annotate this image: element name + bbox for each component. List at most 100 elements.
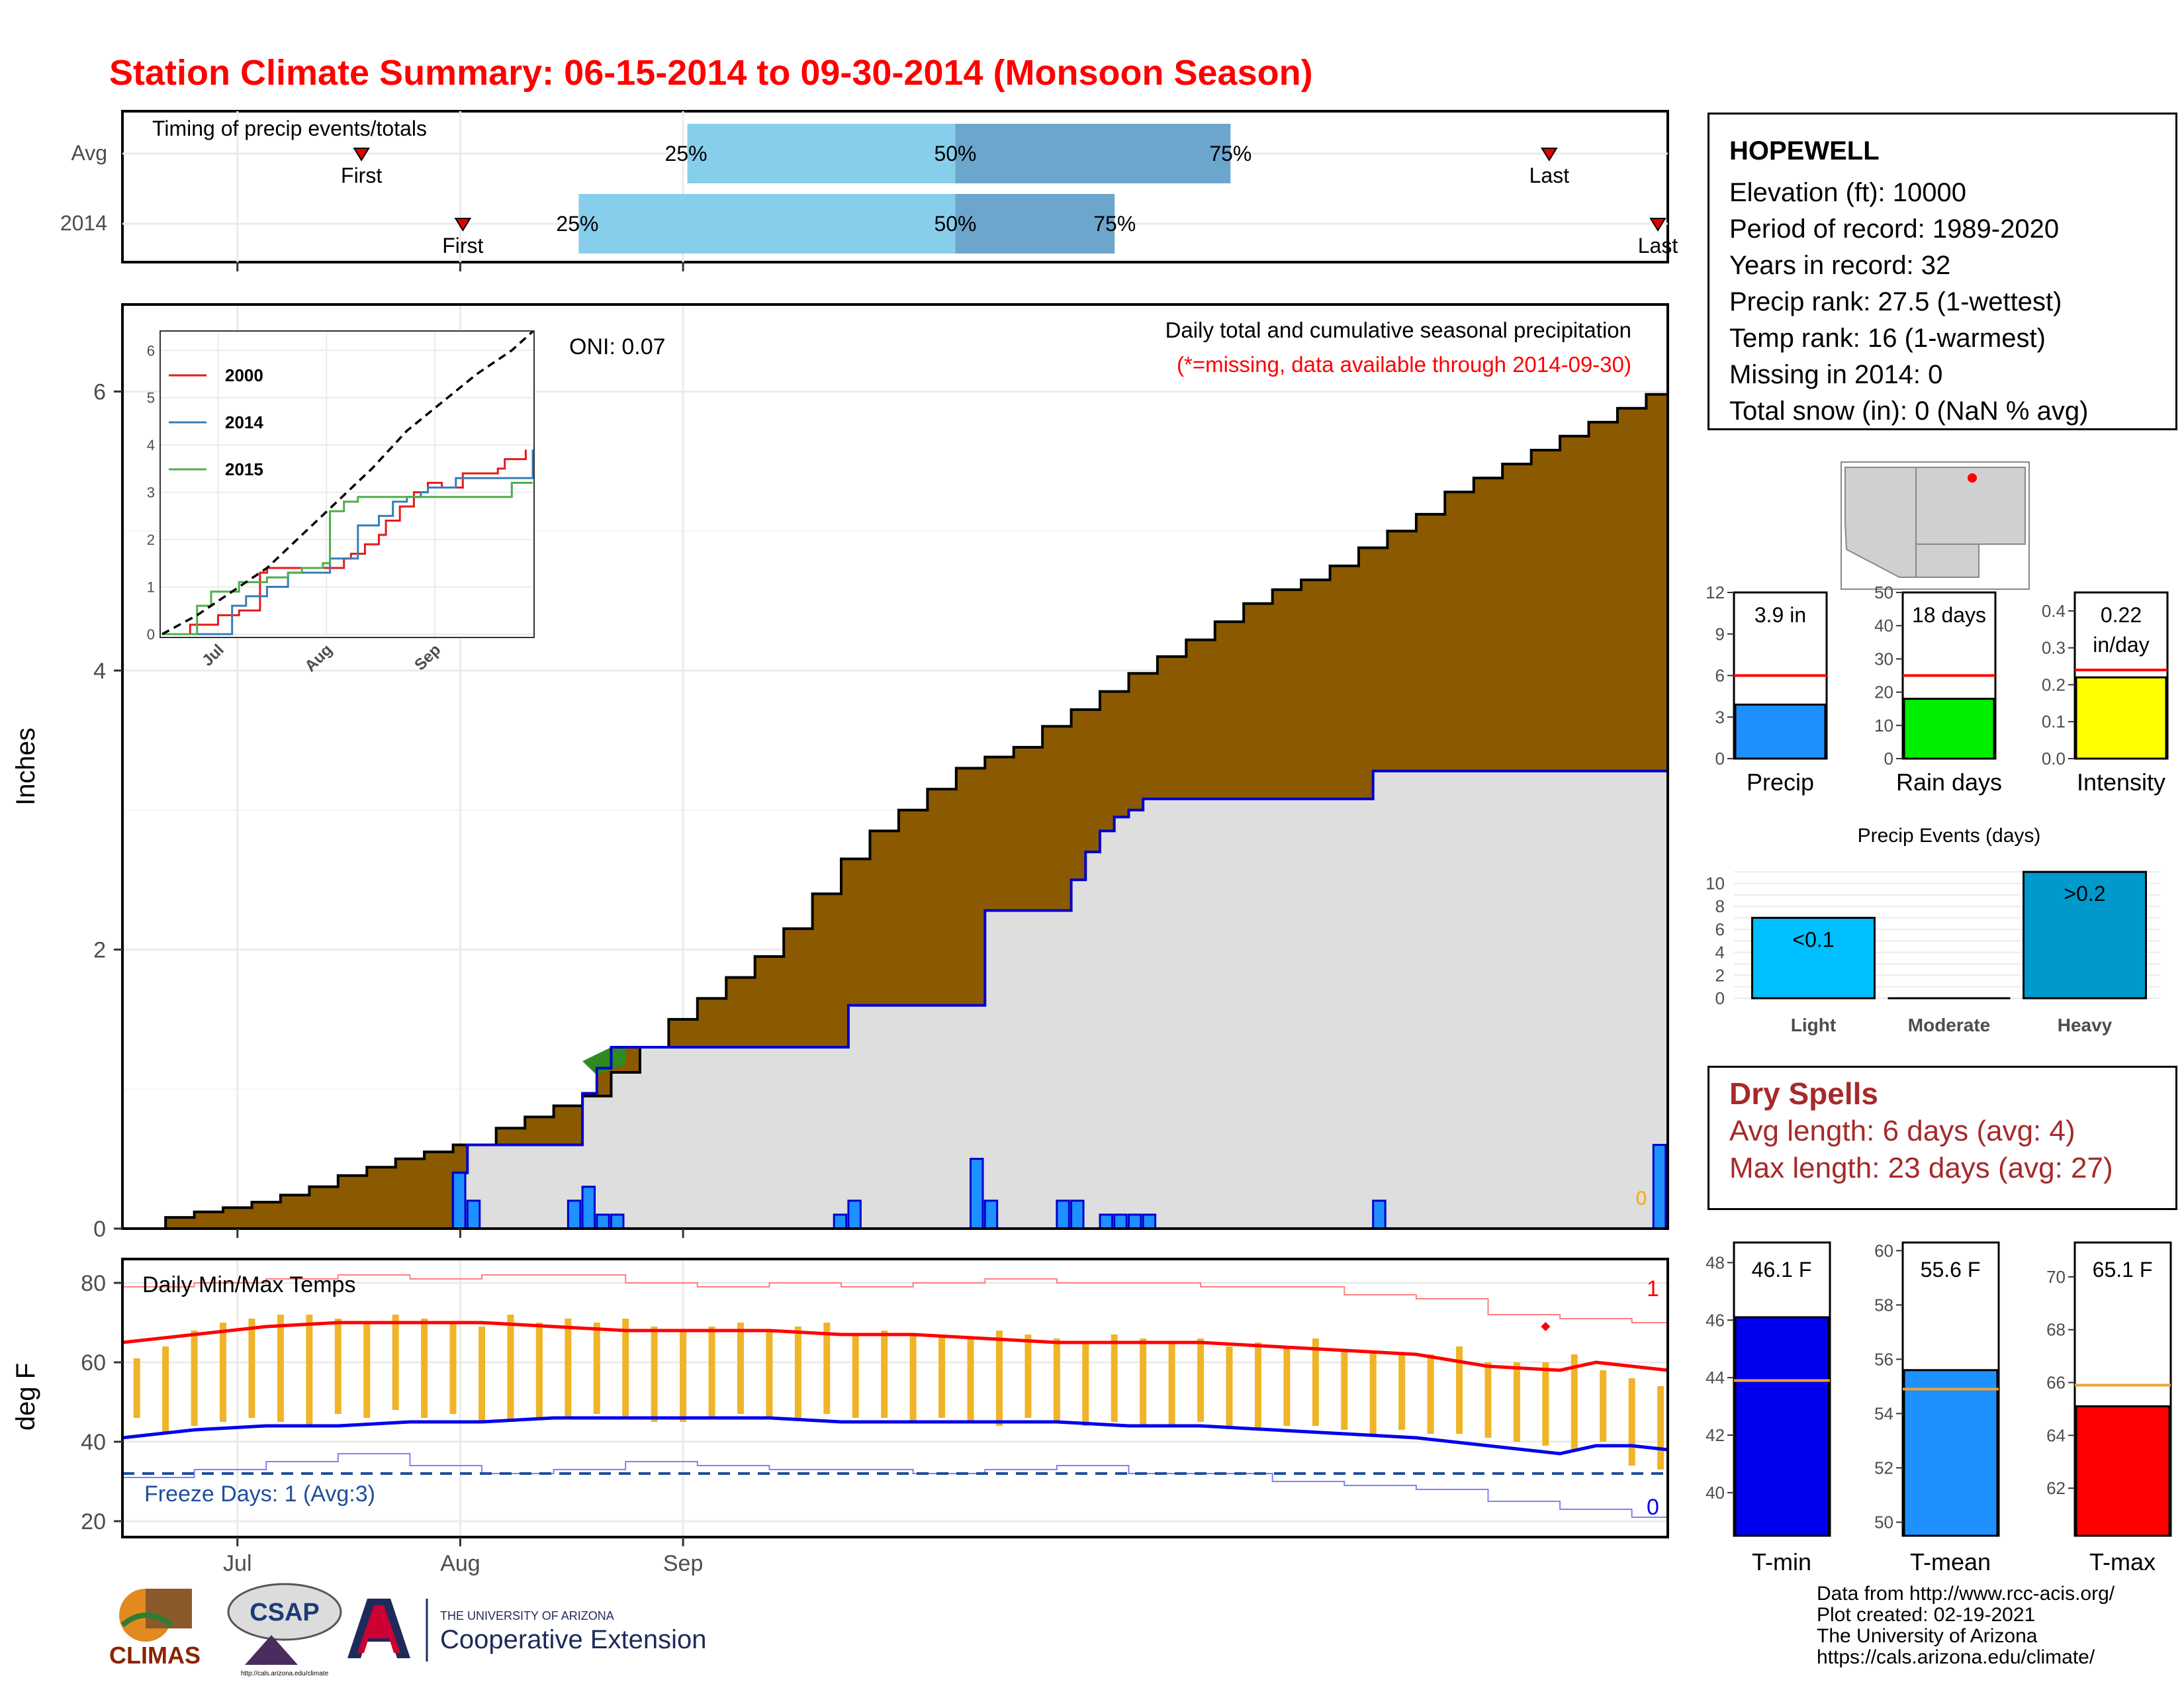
daily-precip-bar <box>1099 1213 1113 1230</box>
temp-y-tick-label: 60 <box>81 1350 106 1376</box>
daily-temp-range-bar <box>277 1315 284 1422</box>
daily-temp-range-bar <box>967 1338 974 1422</box>
temp-summary-tick-label: 42 <box>1706 1425 1725 1445</box>
timing-bar-50-75 <box>955 124 1231 183</box>
daily-temp-range-bar <box>191 1331 198 1426</box>
events-tick-label: 0 <box>1715 988 1725 1008</box>
daily-temp-range-bar <box>1082 1342 1089 1426</box>
csap-url-text: http://cals.arizona.edu/climate <box>241 1670 329 1677</box>
mini-chart-value-label: 18 days <box>1912 603 1986 627</box>
daily-precip-bar <box>610 1213 625 1230</box>
mini-chart-rain-days: 0 10 20 30 40 50 18 days Rain days <box>1874 583 2002 796</box>
daily-precip-bar <box>1372 1199 1387 1230</box>
inset-y-tick-label: 0 <box>147 626 155 643</box>
daily-temp-range-bar <box>1398 1354 1406 1430</box>
daily-temp-range-bar <box>306 1315 313 1426</box>
ua-line1: THE UNIVERSITY OF ARIZONA <box>440 1609 614 1622</box>
temp-summary-tick-label: 40 <box>1706 1483 1725 1503</box>
mini-chart-tick-label: 6 <box>1715 666 1725 686</box>
daily-temp-range-bar <box>334 1319 341 1414</box>
daily-temp-range-bar <box>1456 1346 1463 1434</box>
daily-temp-range-bar <box>881 1331 888 1418</box>
inset-line-2015 <box>162 481 533 635</box>
daily-temp-range-bar <box>220 1323 227 1422</box>
daily-temp-range-bar <box>651 1327 658 1422</box>
inset-line-2000 <box>162 449 527 635</box>
timing-p75-label: 75% <box>1093 212 1136 236</box>
timing-bar-50-75 <box>955 194 1115 254</box>
precip-panel: 0 2 4 6 Inches ONI: 0.07 Daily total and cu… <box>11 303 1669 1242</box>
timing-p50-label: 50% <box>934 212 976 236</box>
timing-panel: 25% 50% 75% First Last 25% 50% 75% First Last Tim… <box>60 110 1678 271</box>
temp-line-avg-max <box>122 1321 1668 1372</box>
inset-y-tick-label: 5 <box>147 390 155 406</box>
mini-chart-tick-label: 20 <box>1874 682 1893 702</box>
inset-y-tick-label: 3 <box>147 485 155 501</box>
timing-bar-25-50 <box>687 124 956 183</box>
dry-spells-avg: Avg length: 6 days (avg: 4) <box>1729 1115 2075 1147</box>
freeze-days-text: Freeze Days: 1 (Avg:3) <box>144 1481 375 1507</box>
events-bar-heavy <box>2023 870 2147 1000</box>
missing-count: 0 <box>1636 1188 1647 1209</box>
figure-title: Station Climate Summary: 06-15-2014 to 0… <box>109 53 1313 93</box>
credit-url: https://cals.arizona.edu/climate/ <box>1817 1646 2095 1668</box>
ua-line2: Cooperative Extension <box>440 1625 706 1654</box>
daily-precip-bar <box>596 1213 610 1230</box>
timing-first-marker <box>454 218 472 232</box>
mini-chart-intensity: 0.0 0.1 0.2 0.3 0.4 0.22 in/day Intensity <box>2042 591 2169 796</box>
mini-chart-tick-label: 30 <box>1874 649 1893 669</box>
events-tick-label: 6 <box>1715 919 1725 939</box>
current-cumulative-line <box>122 687 1669 1230</box>
temp-summary-tick-label: 46 <box>1706 1310 1725 1330</box>
precip-caption: Daily total and cumulative seasonal prec… <box>1165 318 1631 342</box>
temp-x-tick-label: Aug <box>440 1551 480 1576</box>
precip-y-tick-label: 2 <box>93 937 106 962</box>
daily-precip-bar <box>1056 1199 1070 1230</box>
daily-temp-range-bar <box>1427 1354 1434 1434</box>
station-info-box: HOPEWELL Elevation (ft): 10000 Period of… <box>1707 113 2177 430</box>
timing-first-label: First <box>341 164 382 187</box>
daily-temp-range-bar <box>162 1346 169 1434</box>
temp-summary-tick-label: 64 <box>2046 1425 2066 1445</box>
daily-temp-range-bar <box>593 1323 600 1414</box>
timing-p25-label: 25% <box>556 212 598 236</box>
mini-chart-value-label: 0.22 <box>2101 603 2142 627</box>
temp-summary-t-mean: 50 52 54 56 58 60 55.6 F T-mean <box>1874 1241 2000 1575</box>
daily-temp-range-bar <box>421 1319 428 1418</box>
daily-temp-range-bar <box>363 1323 371 1418</box>
timing-bar-25-50 <box>578 194 956 254</box>
mini-chart-tick-label: 0.3 <box>2042 638 2066 658</box>
record-high-marker <box>1541 1322 1551 1331</box>
daily-temp-range-bar <box>1283 1346 1291 1426</box>
daily-temp-range-bar <box>1628 1378 1635 1466</box>
mini-chart-tick-label: 0.4 <box>2042 601 2066 621</box>
timing-last-label: Last <box>1638 234 1678 258</box>
temp-summary-bar <box>1903 1369 1999 1537</box>
temp-summary-category-label: T-min <box>1752 1548 1811 1575</box>
timing-p25-label: 25% <box>665 142 707 165</box>
mini-chart-tick-label: 12 <box>1706 583 1725 602</box>
credit-university: The University of Arizona <box>1817 1625 2038 1647</box>
daily-precip-bar <box>567 1199 582 1230</box>
daily-temp-range-bar <box>766 1331 773 1418</box>
daily-temp-range-bar <box>1513 1362 1520 1442</box>
precip-y-tick-label: 4 <box>93 659 106 684</box>
daily-temp-range-bar <box>1226 1346 1233 1426</box>
temp-summary-tick-label: 68 <box>2046 1320 2066 1340</box>
temp-summary-tick-label: 54 <box>1874 1403 1893 1423</box>
temp-summary-tick-label: 62 <box>2046 1478 2066 1498</box>
temp-y-axis-label: deg F <box>11 1363 40 1430</box>
events-bar-label: <0.1 <box>1792 928 1834 952</box>
daily-temp-range-bar <box>507 1315 514 1422</box>
daily-temp-range-bar <box>737 1323 744 1414</box>
events-chart-title: Precip Events (days) <box>1858 825 2041 847</box>
mini-chart-bar <box>1734 703 1827 760</box>
temp-panel: 20 40 60 80 Jul Aug Sep deg F Daily Min/Max T… <box>11 1258 1669 1576</box>
temp-line-record-max <box>122 1274 1668 1323</box>
daily-temp-range-bar <box>1197 1338 1205 1422</box>
current-cumulative-area <box>122 687 1668 1229</box>
daily-temp-range-bar <box>1341 1350 1348 1430</box>
temp-x-tick-label: Jul <box>223 1551 251 1576</box>
